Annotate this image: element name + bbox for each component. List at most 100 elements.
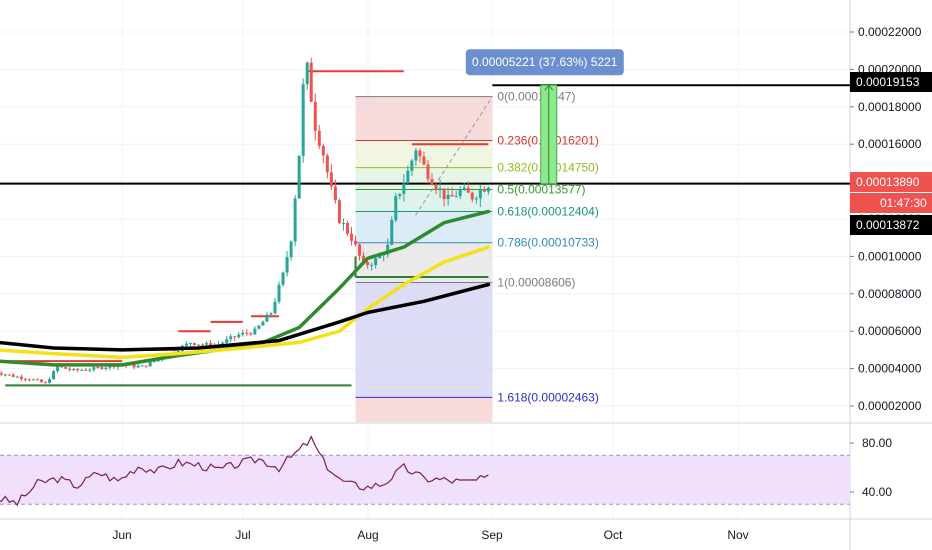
candle-body [482,189,486,192]
price-tick-label: 0.00016000 [858,137,922,151]
candle-body [470,192,474,200]
price-tick-label: 0.00002000 [858,399,922,413]
fib-band [355,397,493,422]
fib-band [355,96,493,141]
candle-body [297,155,301,199]
candle-body [132,364,136,368]
candle-body [289,241,293,258]
candle-body [261,321,265,326]
time-tick-label: Sep [481,528,503,542]
moving-average-line [0,209,491,367]
rsi-line [0,435,489,507]
candle-body [229,336,233,340]
candle-body [39,379,43,383]
candle-body [88,369,92,371]
candle-body [44,382,48,384]
price-axis: 0.00002000 0.00004000 0.00006000 0.00008000… [850,25,932,499]
candle-body [358,244,362,256]
fib-level-label: 0(0.00018547) [497,90,575,104]
candle-body [19,376,23,379]
time-axis: Jun Jul Aug Sep Oct Nov [112,528,748,542]
candle-body [285,257,289,273]
measure-arrow-head [544,84,554,91]
candle-body [434,185,438,191]
fib-band [355,189,493,212]
candle-body [205,343,209,345]
candle-body [48,379,52,383]
candle-body [84,369,88,371]
candle-body [325,155,329,173]
candle-body [140,365,144,367]
candle-body [422,156,426,165]
time-tick-label: Oct [604,528,623,542]
candle-body [192,343,196,345]
price-tag [850,172,932,192]
rsi-tick-label: 80.00 [862,436,892,450]
time-tick-label: Aug [357,528,378,542]
price-tag-label: 0.00019153 [856,75,920,89]
rsi-pane [0,435,850,507]
candle-body [462,187,466,190]
candle-body [100,367,104,369]
candle-body [56,366,60,372]
candle-body [466,187,470,193]
price-tick-label: 0.00008000 [858,287,922,301]
moving-averages [0,209,491,367]
candle-body [3,374,7,376]
candle-body [188,343,192,345]
candle-body [293,198,297,242]
candle-body [233,336,237,338]
fib-level-label: 0.618(0.00012404) [497,204,598,218]
candle-body [136,365,140,368]
candle-body [196,344,200,346]
rsi-band [0,455,850,505]
candle-body [144,365,148,367]
candle-body [305,62,309,85]
candle-body [442,188,446,200]
price-tick-label: 0.00018000 [858,100,922,114]
fib-trend-line [415,96,493,216]
price-tag-label: 01:47:30 [880,196,927,210]
candle-body [257,325,261,329]
candle-body [458,189,462,197]
candle-body [317,130,321,146]
price-tick-label: 0.00010000 [858,249,922,263]
candle-body [249,333,253,335]
candle-body [329,172,333,187]
fib-band [355,242,493,283]
moving-average-line [0,282,491,352]
horizontal-rays [0,70,850,387]
candle-body [225,339,229,343]
fib-band [355,167,493,190]
candle-body [333,186,337,201]
candle-body [104,367,108,369]
candle-body [370,265,374,267]
candle-body [221,342,225,345]
candle-body [362,255,366,263]
fibonacci-retracement: 0(0.00018547)0.236(0.00016201)0.382(0.00… [355,90,599,422]
candle-body [337,200,341,224]
candle-body [313,101,317,131]
candle-body [341,223,345,225]
candle-body [31,379,35,381]
candle-body [374,258,378,266]
candle-body [345,223,349,234]
candle-body [237,334,241,338]
candle-body [406,170,410,184]
candle-body [245,332,249,334]
candle-body [11,374,15,377]
candle-body [398,193,402,197]
candle-body [281,272,285,285]
candle-body [80,369,84,371]
candle-body [410,160,414,171]
time-tick-label: Nov [727,528,748,542]
candle-body [366,262,370,266]
fib-level-label: 0.786(0.00010733) [497,236,598,250]
candle-body [438,188,442,191]
candle-body [35,379,39,381]
rsi-tick-label: 40.00 [862,485,892,499]
candle-body [0,373,3,375]
candle-body [446,194,450,200]
candle-body [414,150,418,161]
